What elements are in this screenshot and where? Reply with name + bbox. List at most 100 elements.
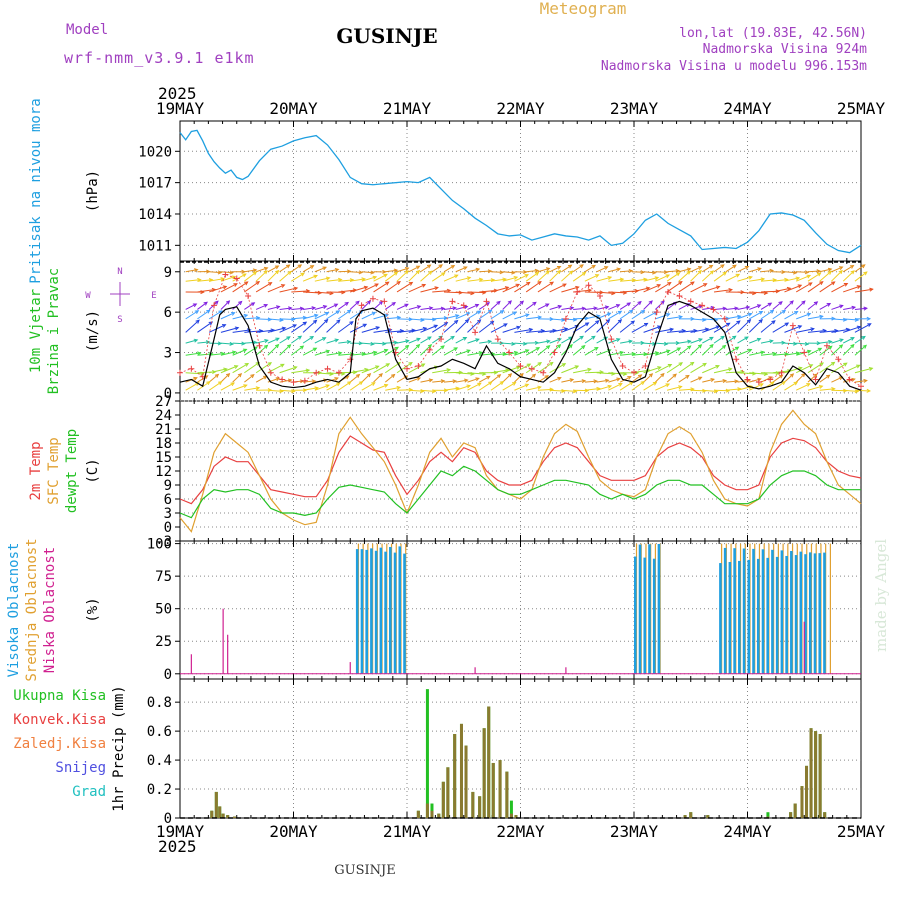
wind-arrow-head	[748, 385, 754, 390]
wind-arrow	[514, 349, 529, 356]
wind-arrow	[490, 353, 506, 356]
side-label: Pritisak na nivou mora	[28, 98, 44, 283]
wind-arrow	[631, 381, 645, 391]
wind-arrow	[479, 270, 492, 273]
wind-arrow	[455, 291, 474, 295]
wind-arrow	[819, 330, 838, 333]
wind-arrow-head	[626, 302, 632, 307]
wind-arrow-head	[562, 283, 567, 288]
wind-arrow-head	[660, 372, 665, 378]
cloud-high-bar	[761, 549, 765, 674]
gust-marker	[290, 379, 297, 386]
wind-arrow	[584, 320, 599, 333]
wind-arrow-head	[507, 300, 512, 305]
wind-arrow	[502, 326, 520, 333]
wind-arrow-head	[819, 281, 824, 286]
wind-arrow	[667, 330, 686, 333]
wind-arrow-head	[524, 274, 529, 278]
wind-arrow	[384, 281, 401, 293]
y-tick-label: 18	[155, 436, 172, 452]
wind-arrow-head	[499, 310, 505, 314]
wind-arrow	[208, 324, 226, 333]
precip-convective-bar	[491, 762, 495, 818]
wind-arrow-head	[475, 377, 480, 382]
cloud-high-bar	[799, 551, 803, 674]
wind-arrow	[185, 269, 198, 273]
wind-arrow	[854, 380, 867, 383]
wind-arrow	[420, 264, 431, 273]
wind-arrow	[384, 374, 395, 383]
wind-arrow	[584, 347, 599, 356]
wind-arrow	[608, 338, 620, 344]
wind-arrow-head	[697, 344, 703, 349]
wind-arrow	[549, 270, 561, 282]
wind-arrow	[620, 270, 633, 273]
gust-marker	[472, 329, 479, 336]
gust-marker	[608, 336, 615, 343]
wind-arrow-head	[747, 348, 753, 353]
wind-arrow	[655, 313, 670, 320]
wind-arrow-head	[336, 319, 341, 324]
gust-marker	[596, 293, 603, 299]
wind-arrow	[197, 381, 211, 391]
wind-arrow-head	[347, 309, 352, 314]
wind-arrow	[220, 373, 230, 383]
wind-arrow-head	[299, 345, 305, 350]
wind-arrow	[690, 270, 702, 282]
cloud-high-bar	[790, 550, 793, 674]
wind-arrow-head	[678, 362, 683, 367]
wind-arrow-head	[476, 310, 482, 315]
wind-arrow	[807, 329, 826, 333]
wind-arrow-head	[421, 283, 427, 288]
wind-arrow	[443, 314, 459, 320]
wind-arrow	[584, 380, 597, 383]
gust-marker	[460, 302, 467, 309]
wind-arrow-head	[225, 300, 231, 305]
wind-arrow-head	[591, 335, 596, 340]
precip-convective-bar	[214, 791, 218, 818]
wind-arrow	[537, 388, 553, 391]
wind-arrow	[819, 374, 830, 383]
wind-arrow	[654, 300, 665, 310]
wind-arrow	[572, 345, 586, 356]
y-tick-label: 75	[155, 569, 172, 585]
wind-arrow	[749, 304, 761, 310]
wind-arrow	[443, 387, 459, 391]
wind-arrow-head	[250, 374, 255, 379]
wind-arrow	[455, 349, 471, 356]
wind-arrow	[197, 301, 208, 310]
wind-arrow-head	[355, 300, 360, 305]
wind-arrow-head	[372, 275, 378, 280]
wind-arrow-head	[579, 264, 584, 269]
wind-arrow-head	[415, 269, 421, 275]
wind-arrow-head	[557, 376, 562, 381]
wind-arrow	[819, 388, 835, 391]
wind-arrow-head	[325, 384, 330, 389]
wind-arrow	[361, 373, 371, 383]
wind-arrow	[303, 387, 318, 391]
precip-convective-bar	[487, 706, 491, 818]
wind-arrow	[361, 351, 377, 356]
wind-arrow	[572, 272, 586, 282]
wind-arrow-head	[663, 270, 669, 275]
wind-arrow-head	[748, 275, 753, 280]
wind-arrow	[537, 345, 550, 356]
wind-arrow	[338, 353, 354, 356]
wind-arrow-head	[488, 381, 493, 386]
wind-arrow	[643, 277, 659, 282]
wind-arrow	[831, 318, 847, 321]
wind-arrow	[631, 301, 642, 310]
wind-arrow	[819, 271, 832, 282]
wind-arrow	[209, 352, 225, 356]
wind-arrow	[561, 336, 573, 344]
wind-arrow-head	[311, 379, 317, 384]
wind-arrow-head	[665, 274, 671, 279]
gust-marker	[585, 282, 592, 289]
wind-arrow	[702, 378, 715, 383]
wind-arrow	[514, 363, 531, 374]
wind-arrow-head	[362, 323, 368, 328]
gust-marker	[551, 349, 558, 356]
wind-arrow-head	[797, 284, 803, 289]
gust-marker	[755, 379, 762, 386]
wind-arrow-head	[720, 335, 725, 340]
